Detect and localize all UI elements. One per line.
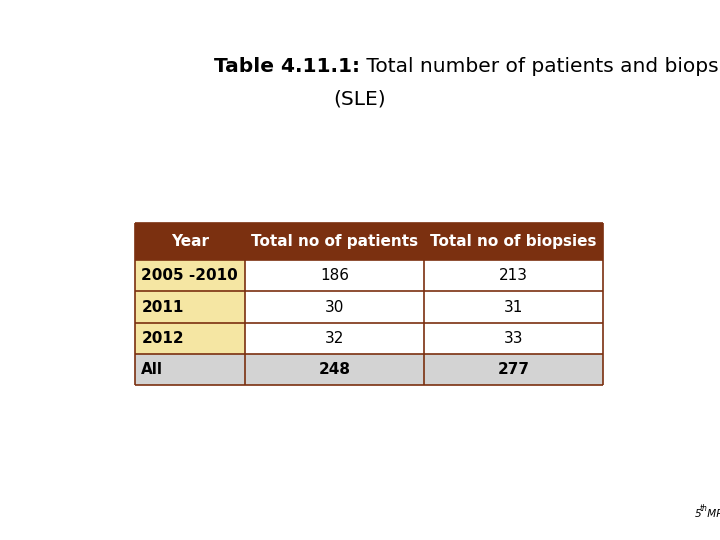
Bar <box>245 260 424 292</box>
Text: 33: 33 <box>504 330 523 346</box>
Bar <box>135 354 245 385</box>
Text: Table 4.11.1:: Table 4.11.1: <box>214 57 360 76</box>
Text: 2012: 2012 <box>141 330 184 346</box>
Bar <box>245 292 424 322</box>
Bar <box>245 354 424 385</box>
Text: 2011: 2011 <box>141 300 184 314</box>
Bar <box>424 223 603 260</box>
Text: 30: 30 <box>325 300 344 314</box>
Text: 186: 186 <box>320 268 348 284</box>
Bar <box>135 260 245 292</box>
Bar <box>424 354 603 385</box>
Text: 213: 213 <box>499 268 528 284</box>
Text: 5: 5 <box>695 509 701 519</box>
Text: Year: Year <box>171 234 209 249</box>
Text: MRRB report 2011 & 2012, Malays: MRRB report 2011 & 2012, Malays <box>704 509 720 519</box>
Bar <box>424 260 603 292</box>
Text: 31: 31 <box>504 300 523 314</box>
Bar <box>135 223 245 260</box>
Bar <box>135 292 245 322</box>
Bar <box>424 292 603 322</box>
Text: 32: 32 <box>325 330 344 346</box>
Text: Total no of patients: Total no of patients <box>251 234 418 249</box>
Text: (SLE): (SLE) <box>333 89 387 108</box>
Text: th: th <box>699 504 707 513</box>
Bar <box>245 223 424 260</box>
Text: All: All <box>141 362 163 377</box>
Text: 277: 277 <box>498 362 530 377</box>
Text: 248: 248 <box>318 362 351 377</box>
Text: 2005 -2010: 2005 -2010 <box>141 268 238 284</box>
Text: Total number of patients and biopsies: Total number of patients and biopsies <box>360 57 720 76</box>
Bar <box>424 322 603 354</box>
Bar <box>245 322 424 354</box>
Text: Total no of biopsies: Total no of biopsies <box>431 234 597 249</box>
Bar <box>135 322 245 354</box>
